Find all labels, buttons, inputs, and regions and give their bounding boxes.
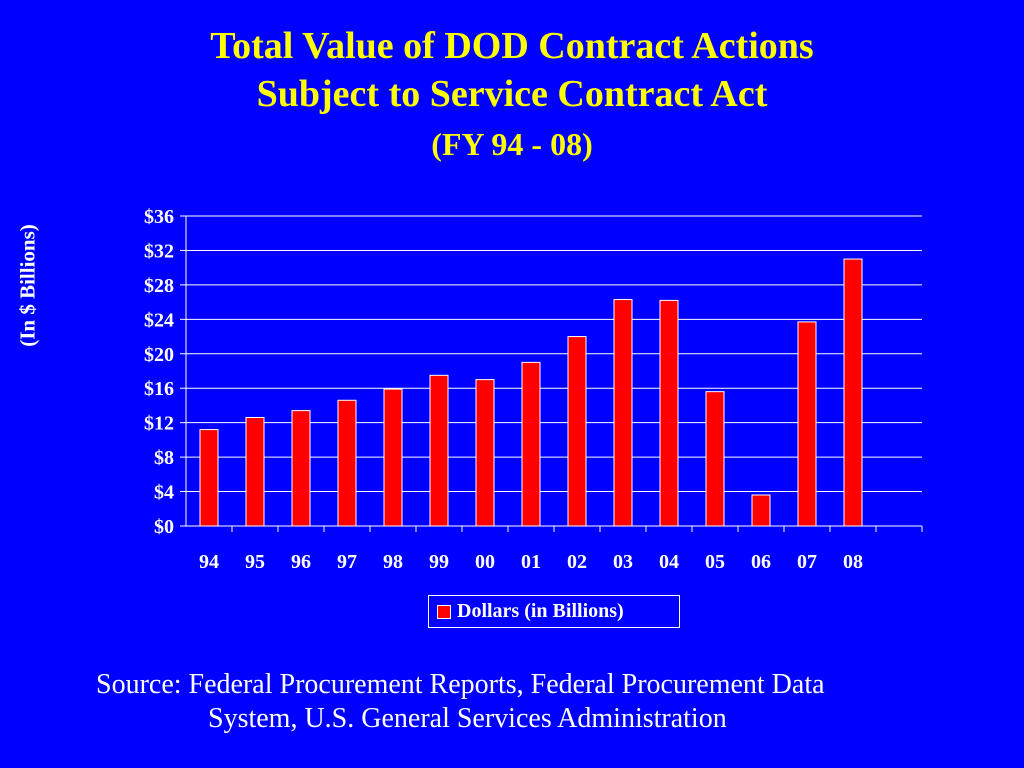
bar bbox=[567, 336, 587, 527]
y-tick-label: $24 bbox=[144, 309, 174, 331]
bar bbox=[659, 299, 679, 527]
x-tick-label: 07 bbox=[797, 551, 817, 573]
x-tick-label: 02 bbox=[567, 551, 587, 573]
x-tick-label: 96 bbox=[291, 551, 311, 573]
x-tick-label: 97 bbox=[337, 551, 357, 573]
y-tick-label: $32 bbox=[144, 240, 174, 262]
bar bbox=[521, 361, 541, 527]
chart-subtitle: (FY 94 - 08) bbox=[431, 126, 593, 162]
chart-title: Total Value of DOD Contract Actions bbox=[210, 25, 814, 67]
bar bbox=[797, 321, 817, 527]
bar bbox=[291, 410, 311, 527]
bar bbox=[429, 374, 449, 527]
legend-label: Dollars (in Billions) bbox=[457, 600, 624, 622]
y-tick-label: $8 bbox=[154, 447, 174, 469]
y-tick-label: $36 bbox=[144, 206, 174, 228]
x-tick-label: 95 bbox=[245, 551, 265, 573]
bar bbox=[843, 258, 863, 527]
x-tick-label: 04 bbox=[659, 551, 679, 573]
bar bbox=[751, 494, 771, 527]
chart-title-line2: Subject to Service Contract Act bbox=[256, 73, 768, 115]
source-line-2: System, U.S. General Services Administra… bbox=[208, 703, 727, 734]
y-tick-label: $20 bbox=[144, 344, 174, 366]
x-tick-label: 00 bbox=[475, 551, 495, 573]
bar bbox=[383, 388, 403, 527]
source-line-1: Source: Federal Procurement Reports, Fed… bbox=[96, 669, 825, 700]
y-tick-label: $12 bbox=[144, 413, 174, 435]
x-tick-label: 03 bbox=[613, 551, 633, 573]
x-tick-label: 99 bbox=[429, 551, 449, 573]
source-note: Source: Federal Procurement Reports, Fed… bbox=[96, 668, 996, 736]
bar bbox=[705, 391, 725, 527]
x-tick-label: 98 bbox=[383, 551, 403, 573]
x-tick-label: 01 bbox=[521, 551, 541, 573]
x-tick-label: 94 bbox=[199, 551, 219, 573]
legend-swatch bbox=[437, 604, 451, 619]
x-tick-label: 06 bbox=[751, 551, 771, 573]
x-tick-label: 05 bbox=[705, 551, 725, 573]
bar bbox=[337, 399, 357, 527]
bar bbox=[613, 299, 633, 527]
bar bbox=[199, 429, 219, 527]
title-block: Total Value of DOD Contract Actions Subj… bbox=[0, 22, 1024, 164]
y-tick-label: $28 bbox=[144, 275, 174, 297]
y-tick-label: $16 bbox=[144, 378, 174, 400]
y-tick-label: $0 bbox=[154, 516, 174, 538]
y-tick-label: $4 bbox=[154, 482, 174, 504]
legend: Dollars (in Billions) bbox=[428, 595, 680, 628]
y-axis-label: (In $ Billions) bbox=[15, 224, 40, 347]
bar bbox=[245, 417, 265, 527]
bar bbox=[475, 379, 495, 527]
x-tick-label: 08 bbox=[843, 551, 863, 573]
